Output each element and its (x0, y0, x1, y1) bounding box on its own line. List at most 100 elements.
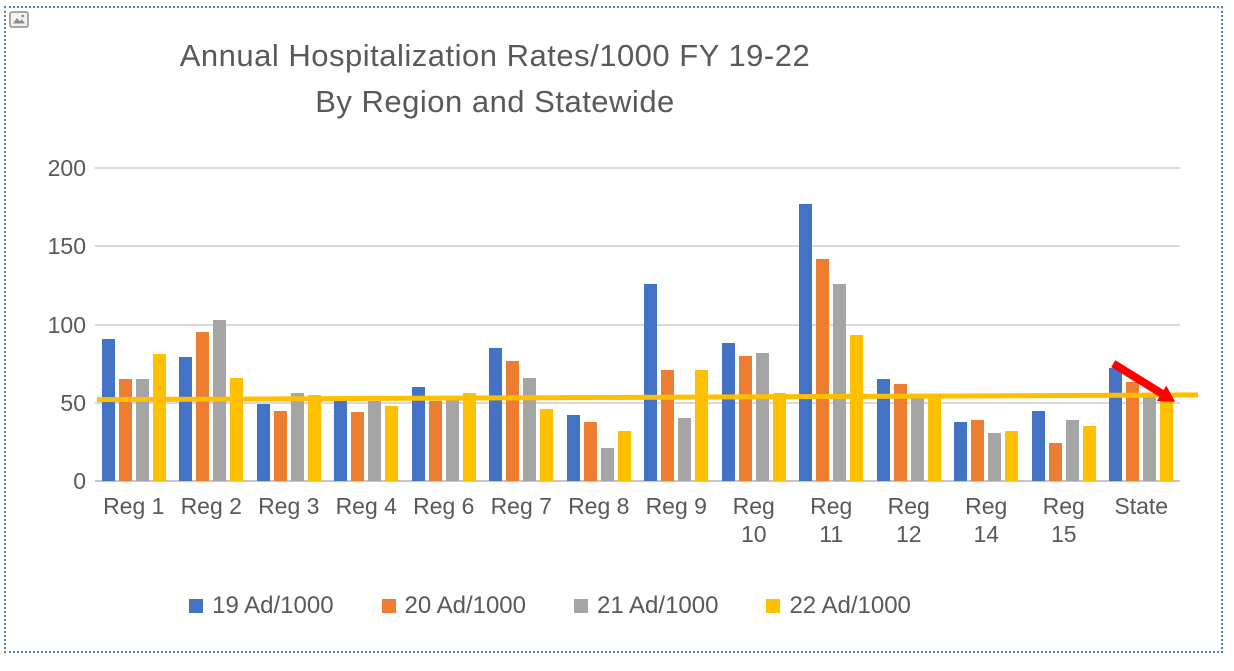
x-axis-label: Reg 8 (568, 493, 630, 519)
bar-22-ad-1000 (540, 409, 554, 481)
bar-22-ad-1000 (385, 405, 399, 481)
bar-21-ad-1000 (445, 399, 459, 481)
chart-title-line2: By Region and Statewide (315, 84, 675, 119)
x-axis-line (95, 480, 1180, 482)
bar-20-ad-1000 (738, 355, 752, 481)
bar-22-ad-1000 (1082, 426, 1096, 481)
bar-group (405, 168, 483, 481)
gridline (95, 323, 1180, 326)
bar-20-ad-1000 (118, 379, 132, 481)
bar-21-ad-1000 (1065, 419, 1079, 481)
bar-19-ad-1000 (411, 387, 425, 481)
bar-group (793, 168, 871, 481)
bar-group (638, 168, 716, 481)
bar-21-ad-1000 (678, 418, 692, 481)
bar-group (1103, 168, 1181, 481)
bar-19-ad-1000 (101, 338, 115, 481)
bar-19-ad-1000 (721, 343, 735, 481)
bar-22-ad-1000 (772, 393, 786, 481)
x-axis-label: Reg 12 (887, 493, 930, 547)
x-axis-label: Reg 1 (103, 493, 165, 519)
y-tick-label: 100 (47, 311, 86, 338)
bar-19-ad-1000 (179, 357, 193, 481)
bar-group (95, 168, 173, 481)
gridline (95, 245, 1180, 248)
bar-21-ad-1000 (1143, 393, 1157, 481)
bar-group (715, 168, 793, 481)
x-axis-label: Reg 3 (258, 493, 320, 519)
legend-label: 22 Ad/1000 (789, 592, 911, 619)
legend-item: 20 Ad/1000 (381, 592, 526, 620)
legend-swatch (381, 599, 396, 613)
bar-22-ad-1000 (617, 430, 631, 481)
legend-label: 20 Ad/1000 (404, 592, 526, 619)
gridline (95, 401, 1180, 404)
bar-21-ad-1000 (988, 432, 1002, 481)
bar-20-ad-1000 (428, 401, 442, 481)
x-axis-label: Reg 4 (335, 493, 397, 519)
bar-19-ad-1000 (1031, 410, 1045, 481)
bar-21-ad-1000 (290, 393, 304, 481)
y-tick-label: 0 (73, 468, 86, 494)
bar-22-ad-1000 (462, 393, 476, 481)
bar-20-ad-1000 (893, 383, 907, 481)
bar-20-ad-1000 (816, 258, 830, 481)
x-axis-label: Reg 2 (180, 493, 242, 519)
bar-22-ad-1000 (1160, 393, 1174, 481)
bar-21-ad-1000 (910, 396, 924, 481)
bar-21-ad-1000 (600, 448, 614, 481)
bar-20-ad-1000 (351, 412, 365, 481)
bar-group (948, 168, 1026, 481)
bar-19-ad-1000 (799, 204, 813, 481)
chart-title-line1: Annual Hospitalization Rates/1000 FY 19-… (179, 38, 811, 73)
y-tick-label: 50 (60, 389, 86, 416)
bar-group (560, 168, 638, 481)
x-axis-label: Reg 7 (490, 493, 552, 519)
bar-20-ad-1000 (1126, 382, 1140, 481)
x-axis-label: Reg 6 (413, 493, 475, 519)
x-axis-label: Reg 10 (732, 493, 775, 547)
x-axis-label: Reg 9 (645, 493, 707, 519)
x-axis-label: Reg 15 (1042, 493, 1085, 547)
bar-group (250, 168, 328, 481)
bar-group (870, 168, 948, 481)
bar-20-ad-1000 (971, 419, 985, 481)
legend-item: 21 Ad/1000 (574, 592, 718, 620)
bar-20-ad-1000 (196, 332, 210, 481)
chart-title: Annual Hospitalization Rates/1000 FY 19-… (0, 33, 990, 125)
legend-swatch (189, 599, 204, 613)
legend-item: 22 Ad/1000 (766, 592, 911, 620)
bar-group (173, 168, 251, 481)
legend-swatch (574, 599, 588, 613)
bar-21-ad-1000 (368, 401, 382, 481)
bar-21-ad-1000 (833, 283, 847, 481)
bar-21-ad-1000 (523, 377, 537, 481)
bar-group (1025, 168, 1103, 481)
bar-group (328, 168, 406, 481)
bar-20-ad-1000 (506, 360, 520, 481)
x-axis-label: Reg 14 (965, 493, 1008, 547)
bar-21-ad-1000 (755, 352, 769, 481)
bar-21-ad-1000 (213, 319, 227, 481)
bar-22-ad-1000 (695, 369, 709, 481)
legend-label: 19 Ad/1000 (212, 592, 334, 619)
bar-22-ad-1000 (1005, 430, 1019, 481)
bar-22-ad-1000 (850, 335, 864, 481)
legend-item: 19 Ad/1000 (189, 592, 334, 620)
legend-label: 21 Ad/1000 (597, 592, 719, 619)
bar-19-ad-1000 (954, 421, 968, 481)
bar-21-ad-1000 (135, 379, 149, 481)
bar-19-ad-1000 (1109, 368, 1123, 481)
bar-22-ad-1000 (927, 394, 941, 481)
bar-19-ad-1000 (876, 379, 890, 481)
legend-swatch (766, 599, 781, 613)
bar-19-ad-1000 (566, 415, 580, 481)
gridline (95, 167, 1180, 169)
x-axis-label: Reg 11 (810, 493, 853, 547)
y-tick-label: 200 (47, 155, 86, 181)
bar-20-ad-1000 (661, 369, 675, 481)
y-tick-label: 150 (47, 233, 86, 260)
bar-19-ad-1000 (644, 283, 658, 481)
bar-20-ad-1000 (273, 410, 287, 481)
